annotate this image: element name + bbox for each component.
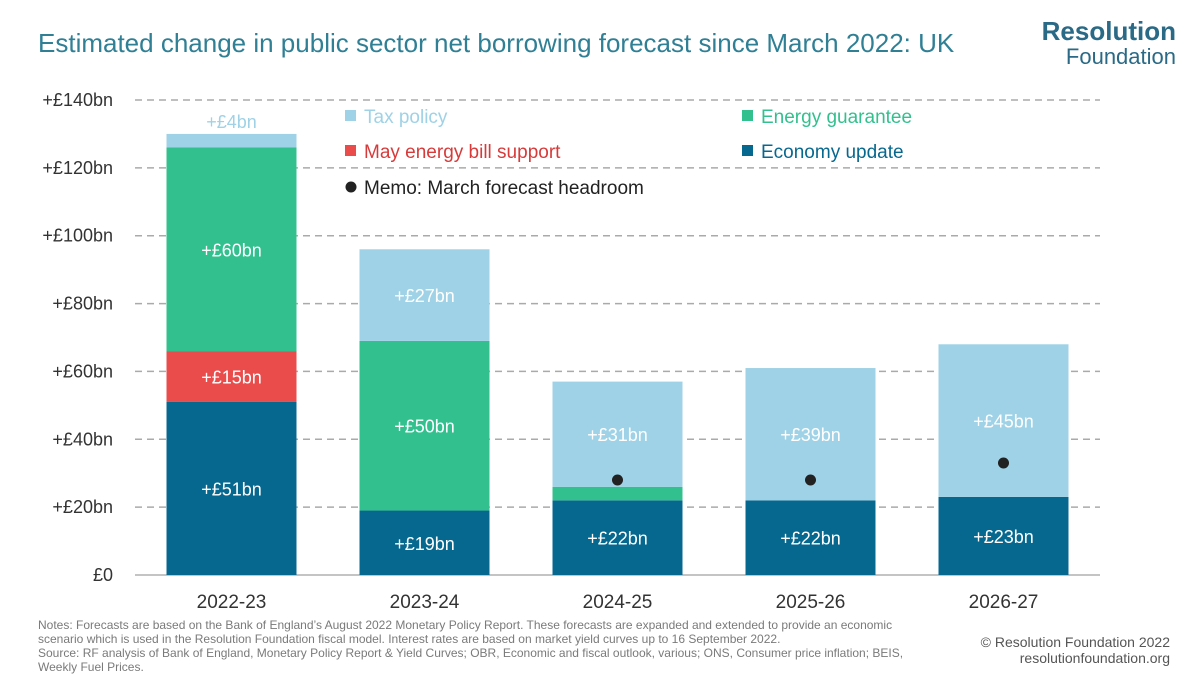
x-tick-label: 2024-25 [583, 592, 653, 613]
x-tick-label: 2026-27 [969, 592, 1039, 613]
source-text: Source: RF analysis of Bank of England, … [38, 646, 904, 674]
memo-headroom-point [612, 474, 623, 486]
legend-label-economy: Economy update [761, 142, 904, 163]
y-tick-label: +£60bn [52, 361, 113, 381]
logo-main-text: Resolution [1041, 16, 1176, 46]
logo-sub-text: Foundation [1065, 44, 1176, 69]
data-label: +£15bn [201, 368, 262, 388]
data-label: +£51bn [201, 479, 262, 499]
chart-title: Estimated change in public sector net bo… [38, 28, 955, 58]
data-label: +£31bn [587, 425, 648, 445]
legend-label-memo: Memo: March forecast headroom [364, 178, 644, 199]
bar-segment-economy [938, 496, 1069, 575]
bar-segment-tax [359, 249, 490, 341]
bar-segment-economy [359, 510, 490, 575]
bar-segment-tax [166, 133, 297, 148]
data-label: +£4bn [206, 112, 257, 132]
bar-segment-economy [745, 500, 876, 575]
data-label: +£22bn [587, 529, 648, 549]
notes-text: Notes: Forecasts are based on the Bank o… [38, 618, 893, 646]
chart-notes: Notes: Forecasts are based on the Bank o… [38, 618, 938, 674]
legend-label-tax: Tax policy [364, 107, 448, 128]
website-line: resolutionfoundation.org [1019, 650, 1170, 666]
copyright-line: © Resolution Foundation 2022 [980, 634, 1170, 650]
data-label: +£23bn [973, 527, 1034, 547]
y-tick-label: +£120bn [42, 158, 113, 178]
bar-segment-tax [552, 381, 683, 487]
data-label: +£22bn [780, 529, 841, 549]
x-tick-label: 2025-26 [776, 592, 846, 613]
x-tick-label: 2023-24 [390, 592, 460, 613]
data-label: +£60bn [201, 240, 262, 260]
y-tick-label: £0 [93, 565, 113, 585]
y-tick-label: +£100bn [42, 226, 113, 246]
data-label: +£39bn [780, 425, 841, 445]
bar-segment-energy [552, 486, 683, 501]
y-tick-label: +£80bn [52, 294, 113, 314]
legend-swatch-energy [742, 110, 753, 121]
y-tick-label: +£40bn [52, 429, 113, 449]
x-tick-label: 2022-23 [197, 592, 267, 613]
legend-swatch-may_support [345, 145, 356, 156]
y-tick-label: +£140bn [42, 90, 113, 110]
bar-segment-energy [359, 340, 490, 511]
bar-segment-tax [938, 344, 1069, 497]
bar-segment-economy [552, 500, 683, 575]
y-tick-label: +£20bn [52, 497, 113, 517]
bar-segment-may_support [166, 351, 297, 402]
data-label: +£45bn [973, 412, 1034, 432]
legend-swatch-tax [345, 110, 356, 121]
legend-label-may_support: May energy bill support [364, 142, 561, 163]
data-label: +£19bn [394, 534, 455, 554]
data-label: +£27bn [394, 286, 455, 306]
legend-label-energy: Energy guarantee [761, 107, 912, 128]
legend-memo-marker [345, 181, 357, 193]
memo-headroom-point [805, 474, 816, 486]
resolution-foundation-logo: Resolution Foundation [1042, 18, 1176, 68]
bar-segment-energy [166, 147, 297, 352]
data-label: +£50bn [394, 417, 455, 437]
copyright: © Resolution Foundation 2022 resolutionf… [981, 634, 1170, 666]
bar-segment-economy [166, 401, 297, 575]
memo-headroom-point [998, 457, 1009, 469]
legend-swatch-economy [742, 145, 753, 156]
